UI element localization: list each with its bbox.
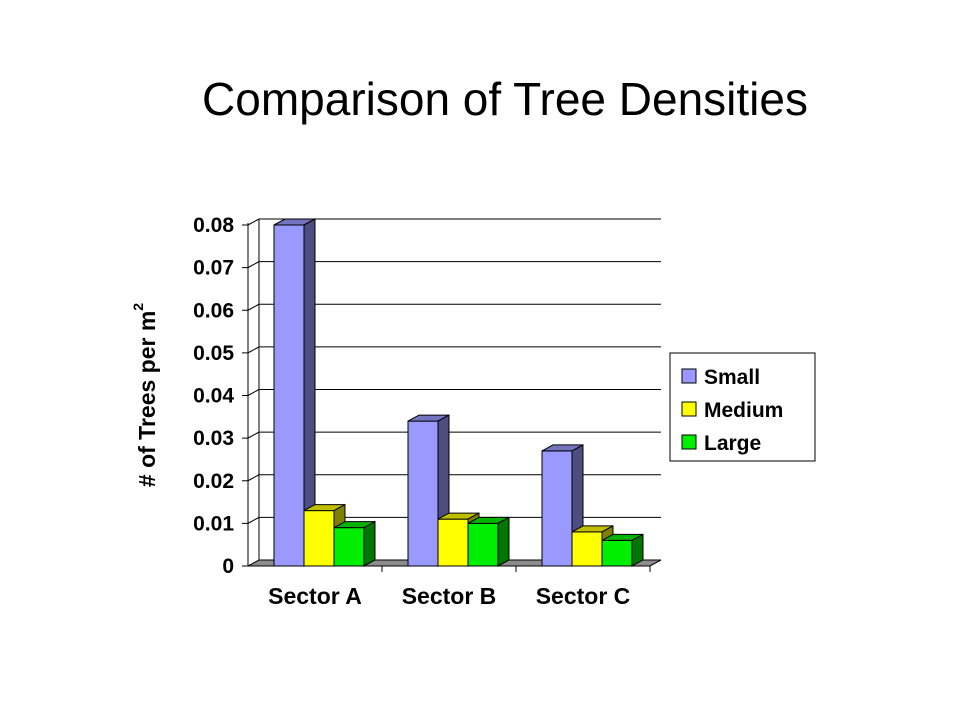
- legend-label: Medium: [704, 399, 783, 422]
- y-tick-label: 0: [222, 555, 234, 578]
- gridline-diagonal: [247, 389, 260, 396]
- legend-label: Small: [704, 366, 760, 389]
- bar-side: [631, 533, 644, 567]
- bar-front: [467, 522, 499, 567]
- y-tick-label: 0.01: [193, 512, 234, 535]
- bar: [601, 533, 644, 567]
- x-category-labels: Sector A Sector B Sector C: [268, 583, 630, 609]
- bar-front: [273, 224, 305, 567]
- axes: [242, 219, 651, 572]
- bar: [467, 516, 510, 567]
- legend-swatch: [681, 434, 697, 450]
- y-tick-label: 0.04: [193, 385, 234, 408]
- y-tick-label: 0.05: [193, 342, 234, 365]
- gridline-diagonal: [247, 516, 260, 524]
- x-category-label: Sector B: [402, 583, 497, 609]
- y-axis-title-main: # of Trees per m: [134, 311, 160, 487]
- y-axis-title-superscript: 2: [130, 303, 146, 311]
- gridline-diagonal: [247, 303, 260, 311]
- x-category-label: Sector A: [268, 583, 362, 609]
- bar-side: [497, 516, 510, 567]
- legend-swatch: [681, 401, 697, 417]
- gridline-diagonal: [247, 261, 260, 269]
- x-category-label: Sector C: [536, 583, 631, 609]
- gridline-diagonal: [247, 474, 260, 482]
- legend: Small Medium Large: [669, 352, 816, 462]
- y-tick-label: 0.07: [193, 257, 234, 280]
- y-tick-labels: 0 0.01 0.02 0.03 0.04 0.05 0.06 0.07 0.08: [193, 214, 234, 578]
- bar: [333, 520, 376, 567]
- y-axis-title: # of Trees per m2: [130, 303, 160, 487]
- bar-front: [541, 450, 573, 567]
- y-tick-label: 0.08: [193, 214, 234, 237]
- y-tick-label: 0.02: [193, 470, 234, 493]
- gridline-diagonal: [247, 218, 260, 226]
- bar-front: [571, 531, 603, 567]
- bar: [273, 218, 316, 567]
- bar-front: [407, 420, 439, 567]
- bar-front: [437, 518, 469, 567]
- slide-title: Comparison of Tree Densities: [202, 73, 808, 125]
- bar-front: [601, 539, 633, 567]
- bar-front: [303, 510, 335, 567]
- y-tick-label: 0.06: [193, 299, 234, 322]
- y-tick-label: 0.03: [193, 427, 234, 450]
- bars: [273, 218, 644, 567]
- bar-front: [333, 527, 365, 567]
- y-axis-title-text: # of Trees per m2: [130, 303, 160, 487]
- bar-side: [363, 520, 376, 567]
- legend-swatch: [681, 368, 697, 384]
- gridline-diagonal: [247, 431, 260, 439]
- gridline-diagonal: [247, 346, 260, 354]
- legend-label: Large: [704, 432, 761, 455]
